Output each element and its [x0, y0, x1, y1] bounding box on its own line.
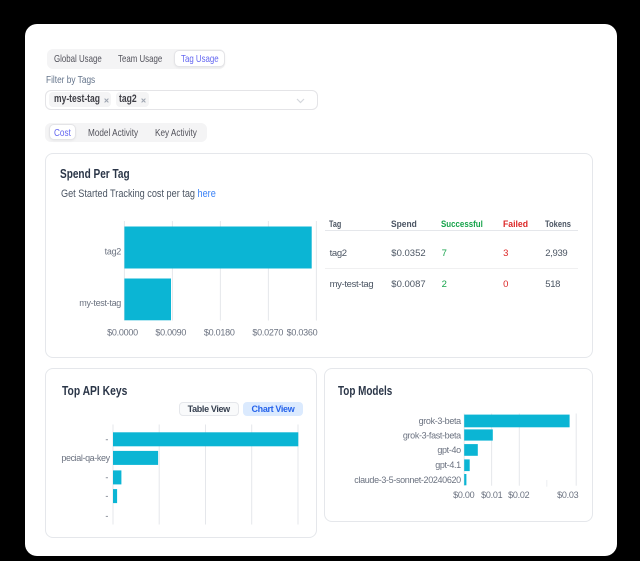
svg-text:$0.01: $0.01 [481, 490, 503, 500]
svg-text:-: - [105, 434, 108, 444]
svg-text:$0.0090: $0.0090 [155, 328, 186, 338]
svg-text:$0.0000: $0.0000 [107, 328, 138, 338]
svg-text:gpt-4.1: gpt-4.1 [435, 460, 461, 470]
svg-text:$0.03: $0.03 [557, 490, 579, 500]
svg-text:-: - [105, 511, 108, 521]
svg-text:-: - [105, 472, 108, 482]
svg-text:$0.0180: $0.0180 [204, 328, 235, 338]
svg-text:$0.0360: $0.0360 [287, 328, 318, 338]
svg-text:$0.02: $0.02 [508, 490, 530, 500]
svg-text:$0.00: $0.00 [453, 490, 475, 500]
svg-text:$0.0270: $0.0270 [252, 328, 283, 338]
svg-text:pecial-qa-key: pecial-qa-key [61, 453, 110, 463]
svg-text:-: - [105, 491, 108, 501]
svg-text:claude-3-5-sonnet-20240620: claude-3-5-sonnet-20240620 [354, 475, 461, 485]
svg-text:grok-3-fast-beta: grok-3-fast-beta [403, 430, 461, 440]
svg-text:tag2: tag2 [105, 247, 122, 257]
svg-text:grok-3-beta: grok-3-beta [418, 416, 461, 426]
svg-text:gpt-4o: gpt-4o [437, 445, 461, 455]
svg-text:my-test-tag: my-test-tag [79, 298, 121, 308]
